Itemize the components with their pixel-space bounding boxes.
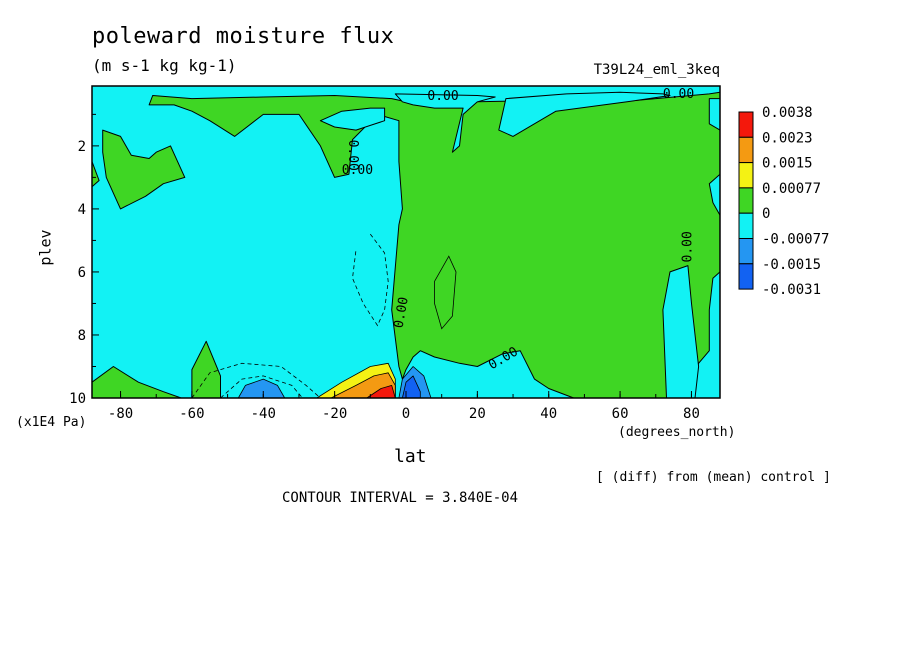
y-tick-label-8: 8 <box>78 328 86 344</box>
colorbar-label-3: 0.00077 <box>762 181 821 197</box>
chart-units: (m s-1 kg kg-1) <box>92 56 237 75</box>
contour-region-7 <box>498 91 671 137</box>
x-tick-label--60: -60 <box>179 406 204 422</box>
y-axis-unit: (x1E4 Pa) <box>16 415 87 430</box>
y-tick-label-10: 10 <box>69 391 86 407</box>
run-name: T39L24_eml_3keq <box>593 62 720 78</box>
colorbar-label-6: -0.0015 <box>762 257 821 273</box>
contour-label-2: 0.00 <box>663 87 694 102</box>
x-tick-label-20: 20 <box>469 406 486 422</box>
contour-region-6 <box>394 93 496 153</box>
dashed-contour-1 <box>191 362 321 399</box>
x-tick-label-60: 60 <box>612 406 629 422</box>
colorbar-box-6 <box>738 263 754 290</box>
contour-label-0: 0.00 <box>342 163 373 178</box>
colorbar-label-1: 0.0023 <box>762 130 813 146</box>
thin-contour <box>434 255 457 330</box>
colorbar-label-2: 0.0015 <box>762 156 813 172</box>
x-tick-label-80: 80 <box>683 406 700 422</box>
x-tick-label--40: -40 <box>251 406 276 422</box>
dashed-contour-2 <box>220 375 303 399</box>
x-axis-unit: (degrees_north) <box>618 425 736 440</box>
contour-interval: CONTOUR INTERVAL = 3.840E-04 <box>282 490 519 506</box>
contour-region-9 <box>662 265 700 399</box>
contour-label-5: 0.00 <box>680 231 695 262</box>
colorbar-box-5 <box>738 238 754 265</box>
colorbar-label-5: -0.00077 <box>762 232 829 248</box>
colorbar-label-4: 0 <box>762 206 770 222</box>
contour-label-3: 0.00 <box>392 296 412 329</box>
contour-label-6: 0.00 <box>345 140 360 171</box>
dashed-contour-0 <box>352 233 389 327</box>
colorbar-label-7: -0.0031 <box>762 282 821 298</box>
x-tick-label--20: -20 <box>322 406 347 422</box>
y-tick-label-4: 4 <box>78 202 86 218</box>
contour-region-2 <box>102 129 186 210</box>
chart-title: poleward moisture flux <box>92 24 395 49</box>
x-axis-label: lat <box>394 446 427 467</box>
colorbar-box-0 <box>738 111 754 138</box>
colorbar-box-1 <box>738 136 754 164</box>
y-tick-label-2: 2 <box>78 139 86 155</box>
colorbar-box-4 <box>738 212 754 239</box>
colorbar-box-2 <box>738 162 754 189</box>
colorbar-label-0: 0.0038 <box>762 105 813 121</box>
y-tick-label-6: 6 <box>78 265 86 281</box>
x-tick-label--80: -80 <box>108 406 133 422</box>
diff-note: [ (diff) from (mean) control ] <box>596 470 831 485</box>
contour-region-5 <box>319 107 386 131</box>
contour-label-1: 0.00 <box>427 89 458 104</box>
colorbar-box-3 <box>738 187 754 214</box>
x-tick-label-0: 0 <box>402 406 410 422</box>
x-tick-label-40: 40 <box>540 406 557 422</box>
